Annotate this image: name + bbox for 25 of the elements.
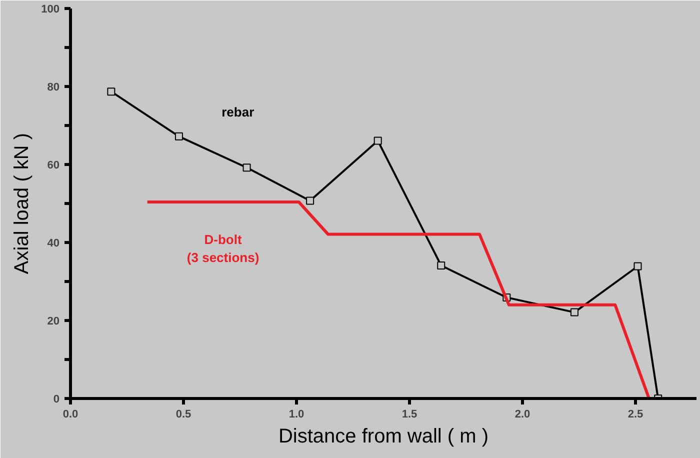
y-tick-label: 60 [47, 160, 60, 172]
x-tick-label: 2.0 [514, 408, 530, 420]
line-series [146, 200, 651, 398]
point [570, 308, 578, 316]
point [107, 88, 116, 96]
text: D-bolt (3 sections) [186, 232, 260, 265]
point [242, 164, 251, 172]
y-tick-label: 20 [47, 316, 60, 328]
y-axis-title: Axial load ( kN ) [11, 132, 34, 274]
point [437, 262, 446, 270]
y-tick-label: 80 [47, 82, 60, 94]
point [374, 136, 382, 145]
x-axis-title: Distance from wall ( m ) [278, 426, 489, 448]
y-tick-label: 100 [41, 4, 60, 16]
x-tick-label: 1.0 [288, 408, 304, 420]
point [634, 262, 642, 270]
x-tick-label: 0.0 [62, 408, 78, 420]
y-tick-label: 0 [53, 394, 60, 406]
x-tick-label: 1.5 [402, 408, 418, 420]
y-tick-label: 40 [47, 238, 60, 250]
x-tick-label: 0.5 [176, 408, 192, 420]
point [306, 196, 314, 205]
point [174, 132, 183, 140]
x-tick-label: 2.5 [628, 408, 644, 420]
text: rebar [222, 104, 254, 120]
